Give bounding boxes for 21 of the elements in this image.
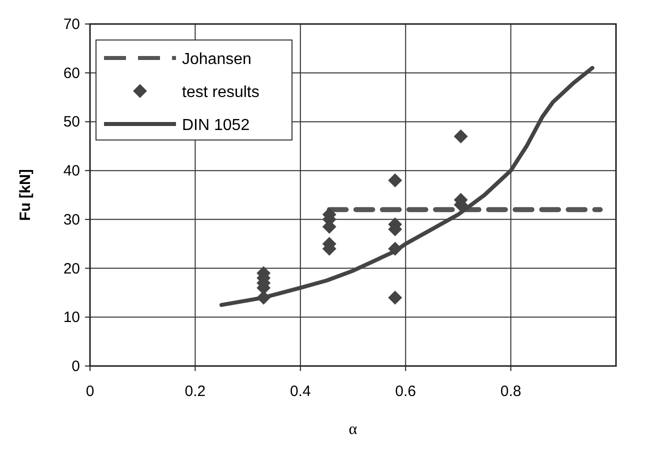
legend-label: Johansen: [182, 51, 252, 68]
y-tick-label: 50: [63, 114, 80, 131]
point: [388, 173, 402, 188]
point: [454, 129, 468, 144]
y-tick-label: 10: [63, 309, 80, 326]
y-tick-label: 30: [63, 211, 80, 228]
y-tick-label: 60: [63, 64, 80, 82]
y-tick-label: 70: [63, 16, 80, 33]
point: [388, 290, 402, 305]
y-tick-label: 20: [63, 260, 80, 278]
y-tick-label: 0: [72, 358, 80, 375]
x-tick-label: 0.8: [500, 383, 522, 400]
legend-label: test results: [182, 84, 260, 101]
x-tick-label: 0.2: [184, 383, 206, 400]
y-axis-title: Fu [kN]: [17, 169, 34, 221]
x-tick-label: 0.4: [290, 383, 311, 400]
y-tick-label: 40: [63, 162, 80, 180]
x-tick-label: 0: [86, 383, 94, 400]
x-axis-title: α: [348, 421, 358, 438]
legend-label: DIN 1052: [182, 117, 250, 134]
x-tick-label: 0.6: [395, 383, 416, 400]
